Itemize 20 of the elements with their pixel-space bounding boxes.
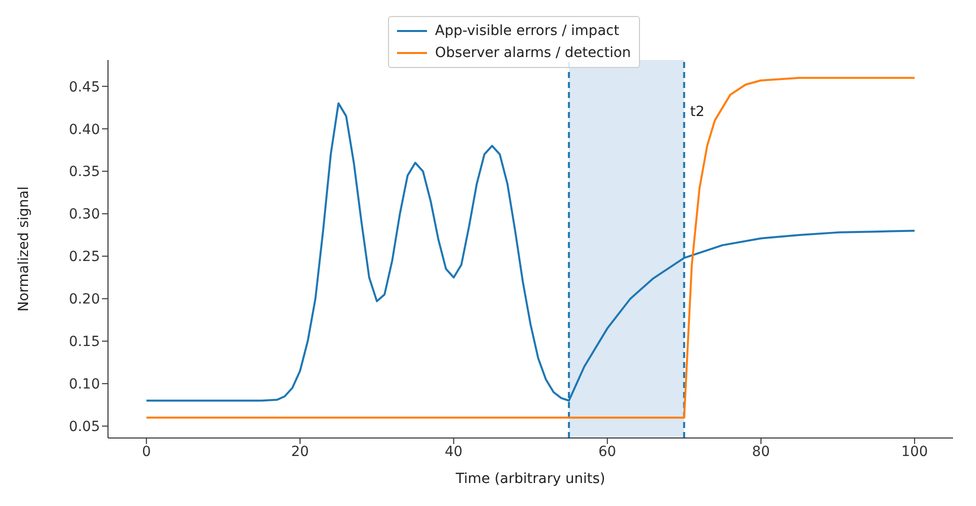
- y-tick-label: 0.10: [68, 376, 100, 393]
- ref-line-label: t2: [690, 104, 705, 120]
- y-tick-label: 0.20: [68, 292, 100, 308]
- y-tick-label: 0.25: [68, 249, 100, 266]
- y-tick-label: 0.30: [68, 206, 100, 223]
- x-tick-label: 40: [444, 444, 463, 460]
- y-tick-label: 0.05: [68, 419, 100, 436]
- y-tick-label: 0.40: [68, 122, 100, 138]
- x-tick-label: 60: [598, 444, 616, 460]
- x-tick-label: 0: [142, 444, 151, 460]
- x-tick-label: 80: [752, 444, 770, 460]
- x-tick-label: 100: [901, 444, 928, 460]
- y-tick-label: 0.35: [68, 164, 100, 180]
- legend-label: Observer alarms / detection: [435, 45, 631, 61]
- y-tick-label: 0.15: [68, 334, 100, 350]
- x-axis-title: Time (arbitrary units): [454, 471, 606, 487]
- legend-label: App-visible errors / impact: [435, 23, 620, 39]
- y-tick-label: 0.45: [68, 79, 100, 96]
- y-axis-title: Normalized signal: [16, 186, 32, 312]
- x-tick-label: 20: [291, 444, 309, 460]
